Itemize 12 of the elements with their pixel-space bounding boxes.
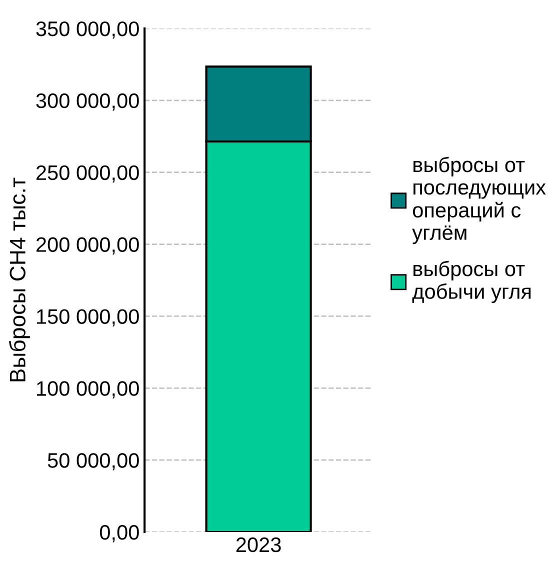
y-tick-label: 300 000,00 (36, 93, 139, 111)
y-tick-label: 50 000,00 (48, 453, 139, 470)
y-tick-label: 150 000,00 (37, 309, 139, 326)
y-tick-label: 250 000,00 (36, 165, 139, 183)
x-tick-label: 2023 (236, 537, 281, 552)
legend-label: выбросы от последующих операций с углём (412, 156, 546, 244)
y-tick-label: 100 000,00 (37, 381, 139, 398)
y-tick-label: 350 000,00 (36, 21, 139, 39)
legend-label: выбросы от добычи угля (412, 260, 531, 304)
y-axis-title: Выбросы CH4 тыс.т (8, 178, 30, 382)
y-tick-label: 200 000,00 (36, 237, 139, 254)
y-tick-label: 0,00 (100, 525, 139, 542)
